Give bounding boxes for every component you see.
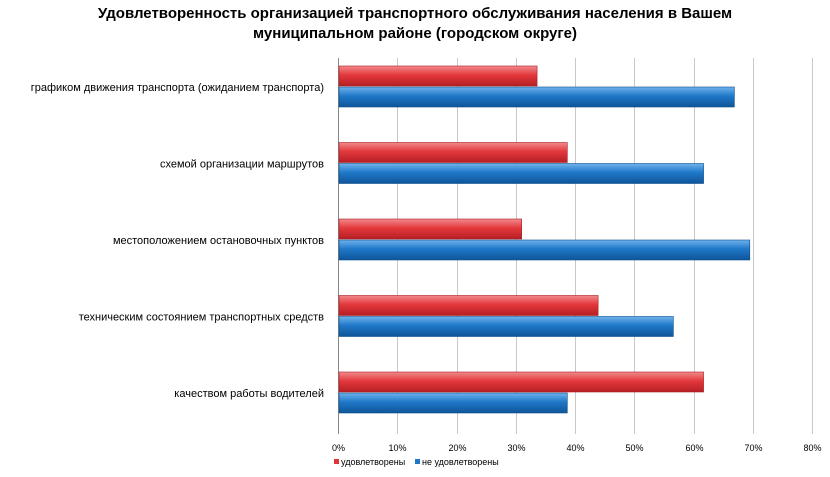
- category-label: техническим состоянием транспортных сред…: [79, 312, 324, 324]
- x-tick-label: 40%: [566, 443, 584, 453]
- x-tick-label: 20%: [448, 443, 466, 453]
- bar-satisfied: [338, 218, 522, 240]
- x-tick-label: 80%: [803, 443, 821, 453]
- category-label: местоположением остановочных пунктов: [113, 235, 324, 247]
- x-tick-label: 50%: [625, 443, 643, 453]
- bar-not-satisfied: [338, 86, 735, 108]
- x-tick-label: 70%: [744, 443, 762, 453]
- x-axis-ticks: 0% 10% 20% 30% 40% 50% 60% 70% 80%: [332, 443, 822, 453]
- chart-title-line-2: муниципальном районе (городском округе): [253, 25, 577, 42]
- chart-title: Удовлетворенность организацией транспорт…: [0, 4, 830, 44]
- chart-title-line-1: Удовлетворенность организацией транспорт…: [97, 5, 733, 22]
- category-labels: графиком движения транспорта (ожиданием …: [31, 82, 324, 400]
- bar-not-satisfied: [338, 392, 568, 414]
- legend: удовлетворены не удовлетворены: [334, 457, 499, 467]
- bar-not-satisfied: [338, 163, 704, 184]
- x-tick-label: 10%: [388, 443, 406, 453]
- x-tick-label: 0%: [332, 443, 345, 453]
- legend-swatch: [334, 459, 339, 464]
- bar-not-satisfied: [338, 316, 674, 337]
- bar-satisfied: [338, 295, 599, 316]
- x-tick-label: 60%: [685, 443, 703, 453]
- category-label: схемой организации маршрутов: [160, 159, 324, 171]
- x-tick-label: 30%: [507, 443, 525, 453]
- legend-label: не удовлетворены: [422, 457, 499, 467]
- legend-label: удовлетворены: [341, 457, 405, 467]
- bars: [338, 65, 751, 414]
- bar-satisfied: [338, 142, 568, 163]
- category-label: графиком движения транспорта (ожиданием …: [31, 82, 324, 94]
- bar-not-satisfied: [338, 239, 751, 261]
- legend-swatch: [415, 459, 420, 464]
- category-label: качеством работы водителей: [174, 388, 324, 400]
- bar-satisfied: [338, 65, 538, 87]
- bar-satisfied: [338, 371, 704, 393]
